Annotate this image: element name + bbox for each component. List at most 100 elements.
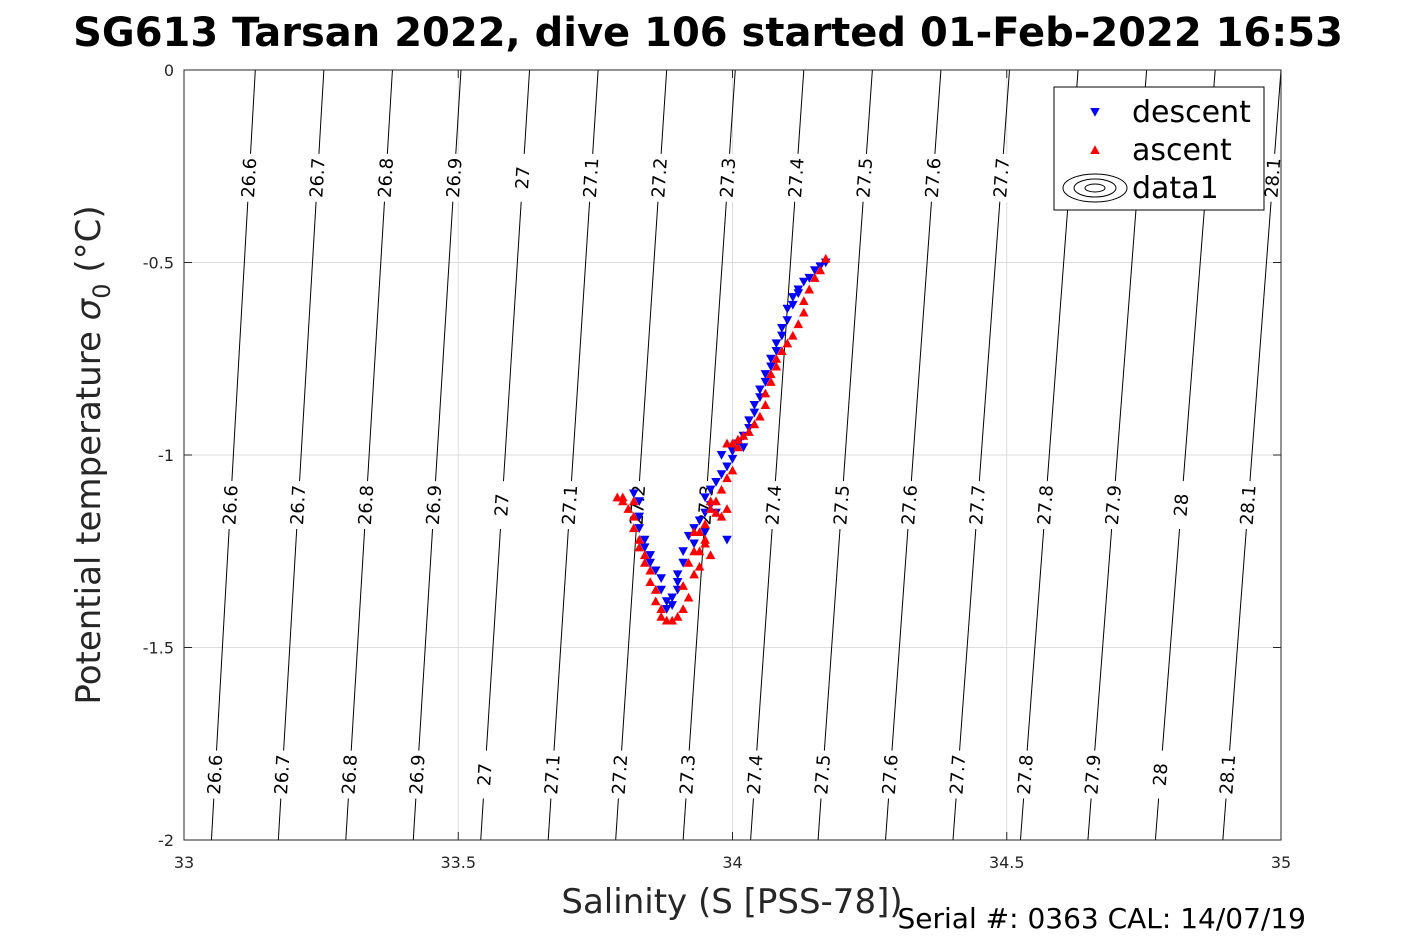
ascent-point bbox=[705, 496, 716, 506]
isopycnal-label-bg bbox=[895, 480, 924, 530]
isopycnal-label-bg bbox=[304, 153, 331, 203]
data-series bbox=[612, 253, 831, 625]
isopycnal-label-bg bbox=[963, 480, 992, 530]
isopycnal-label: 27.5 bbox=[811, 754, 835, 795]
isopycnal-label-bg bbox=[714, 153, 742, 203]
descent-point bbox=[760, 377, 771, 387]
isopycnal-label-bg bbox=[1167, 480, 1196, 530]
ascent-point bbox=[650, 584, 661, 594]
legend-contour-icon-inner bbox=[1073, 178, 1117, 198]
descent-point bbox=[716, 470, 727, 480]
descent-point bbox=[661, 605, 672, 614]
isopycnal-label: 27.7 bbox=[990, 157, 1014, 199]
descent-point bbox=[711, 477, 721, 487]
isopycnal-label: 27.4 bbox=[762, 484, 786, 525]
descent-point bbox=[656, 585, 666, 595]
ascent-point bbox=[645, 565, 656, 575]
x-tick-label: 34 bbox=[722, 853, 742, 872]
descent-point bbox=[694, 516, 705, 526]
ascent-point bbox=[788, 330, 798, 340]
descent-point bbox=[689, 539, 699, 549]
ascent-point bbox=[645, 577, 656, 587]
isopycnal-label: 27.7 bbox=[966, 484, 990, 526]
isopycnal-label: 27 bbox=[512, 166, 534, 190]
ascent-point bbox=[711, 507, 721, 517]
legend-box bbox=[1053, 86, 1265, 211]
descent-point bbox=[634, 524, 645, 533]
isopycnal-label: 27.6 bbox=[879, 754, 903, 795]
ascent-point bbox=[639, 558, 650, 567]
ascent-point bbox=[639, 550, 650, 560]
isopycnal-label-bg bbox=[440, 153, 468, 203]
isopycnal-label: 27.3 bbox=[717, 157, 741, 198]
y-tick-label: -0.5 bbox=[143, 254, 174, 273]
isopycnal-label-bg bbox=[284, 480, 312, 530]
isopycnal-label-bg bbox=[944, 749, 972, 800]
isopycnal-label-bg bbox=[876, 749, 904, 800]
isopycnal-label: 27.4 bbox=[744, 754, 768, 795]
isopycnal-label-bg bbox=[1099, 480, 1128, 530]
isopycnal-label: 26.8 bbox=[355, 484, 378, 525]
isopycnal-label: 27.6 bbox=[922, 157, 946, 198]
chart-title: SG613 Tarsan 2022, dive 106 started 01-F… bbox=[73, 10, 1343, 56]
descent-point bbox=[749, 400, 760, 410]
ascent-point bbox=[628, 511, 639, 521]
ascent-point bbox=[733, 434, 743, 444]
ascent-point bbox=[782, 338, 793, 348]
ascent-point bbox=[689, 569, 699, 579]
ascent-point bbox=[634, 534, 645, 544]
isopycnal-label: 27 bbox=[491, 493, 513, 517]
ascent-point bbox=[705, 550, 716, 560]
isopycnal-label-bg bbox=[538, 749, 566, 800]
isopycnal-label: 27.1 bbox=[580, 157, 604, 198]
descent-point bbox=[799, 277, 809, 287]
descent-point bbox=[639, 543, 650, 553]
isopycnal-label: 27.9 bbox=[1102, 484, 1126, 526]
isopycnal-label-bg bbox=[1146, 749, 1175, 800]
isopycnal-label: 26.7 bbox=[271, 754, 294, 795]
axes: 33 33.5 34 34.5 35 0 -0.5 -1 -1.5 -2 bbox=[143, 61, 1291, 872]
serial-calibration-note: Serial #: 0363 CAL: 14/07/19 bbox=[898, 902, 1306, 935]
series-ascent bbox=[612, 253, 831, 625]
ascent-point bbox=[777, 346, 787, 356]
y-tick-label: -1 bbox=[158, 446, 174, 465]
isopycnal-label-bg bbox=[201, 749, 229, 800]
isopycnal-label-bg bbox=[673, 749, 702, 800]
isopycnal-label: 27 bbox=[474, 762, 496, 786]
isopycnal-label-bg bbox=[1031, 480, 1060, 530]
ascent-point bbox=[650, 596, 661, 606]
ascent-point bbox=[744, 427, 754, 436]
ascent-point bbox=[694, 561, 705, 571]
descent-point bbox=[678, 558, 688, 568]
isopycnal-label: 26.9 bbox=[406, 754, 429, 795]
isopycnal-label-bg bbox=[235, 153, 263, 203]
ascent-point bbox=[722, 438, 732, 448]
descent-point bbox=[744, 416, 754, 426]
isopycnal-label-bg bbox=[782, 153, 810, 203]
legend-contour-icon-core bbox=[1084, 183, 1106, 193]
ascent-point bbox=[678, 581, 688, 590]
isopycnal-label-bg bbox=[471, 749, 499, 800]
descent-point bbox=[755, 385, 765, 395]
descent-point bbox=[678, 547, 688, 557]
isopycnal-label: 27.1 bbox=[559, 484, 583, 525]
descent-point bbox=[749, 408, 760, 418]
x-tick-label: 33.5 bbox=[440, 853, 476, 872]
isopycnal-label: 27.8 bbox=[1034, 484, 1058, 526]
x-axis-label: Salinity (S [PSS-78]) bbox=[561, 882, 902, 922]
descent-point bbox=[766, 354, 776, 364]
descent-point bbox=[809, 266, 820, 275]
isopycnal-label: 26.6 bbox=[238, 157, 261, 198]
ascent-point bbox=[683, 592, 694, 602]
isopycnal-label-bg bbox=[1234, 480, 1262, 530]
y-tick-label: -1.5 bbox=[143, 639, 174, 658]
descent-point bbox=[650, 566, 661, 576]
ascent-point bbox=[628, 496, 639, 506]
isopycnal-label: 26.9 bbox=[423, 484, 446, 525]
ascent-point bbox=[672, 611, 683, 621]
ascent-point bbox=[722, 504, 732, 513]
descent-point bbox=[788, 293, 798, 302]
ascent-point bbox=[760, 400, 771, 409]
isopycnal-label-bg bbox=[1079, 749, 1107, 800]
descent-point bbox=[771, 339, 782, 349]
